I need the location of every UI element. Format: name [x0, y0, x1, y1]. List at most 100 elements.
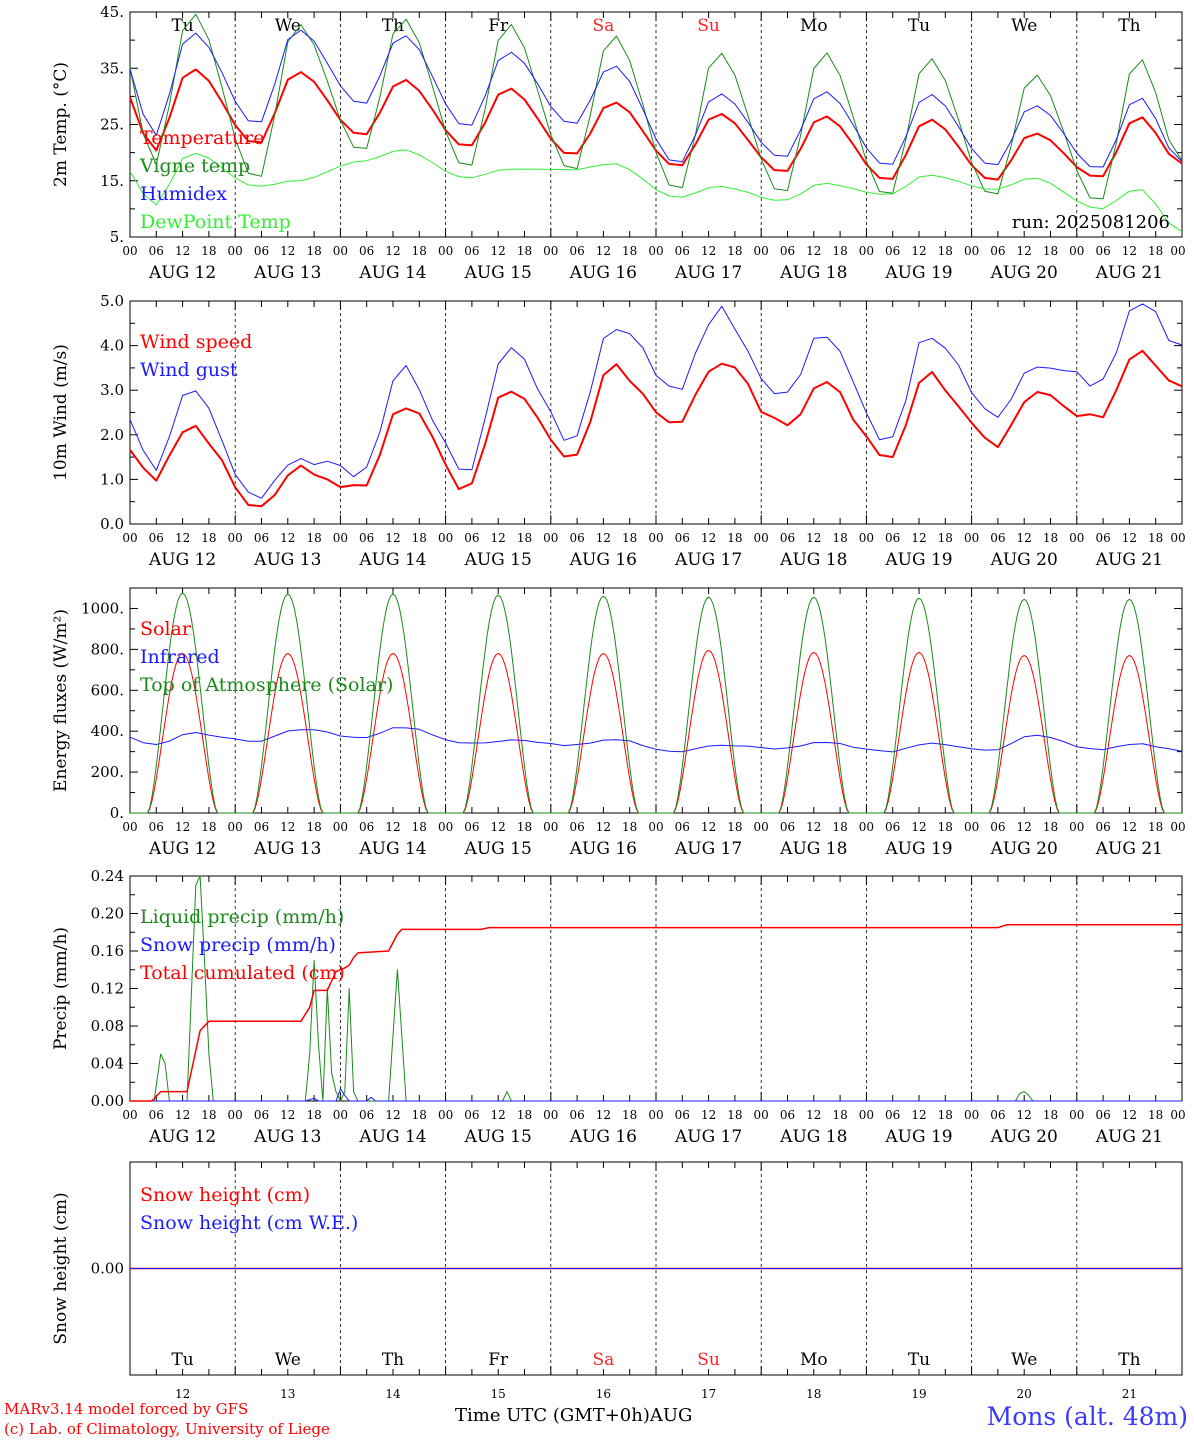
y-tick-label: 35.	[100, 59, 124, 77]
station-name: Mons (alt. 48m)	[986, 1402, 1188, 1431]
day-name: Su	[697, 1350, 720, 1370]
day-name: Sa	[593, 1350, 615, 1370]
hour-label: 18	[1148, 531, 1163, 545]
hour-label: 00	[543, 531, 558, 545]
date-label: AUG 12	[148, 263, 216, 283]
hour-label: 06	[569, 1108, 584, 1122]
y-tick-label: 600.	[91, 681, 124, 699]
day-number: 14	[385, 1387, 401, 1401]
y-tick-label: 200.	[91, 763, 124, 781]
day-number: 20	[1017, 1387, 1032, 1401]
panel-snow-height: 0.00 Snow height (cm) Tu We Th Fr Sa Su Mo Tu We Th…	[51, 1161, 1183, 1401]
hour-label: 18	[517, 244, 532, 258]
hour-label: 18	[517, 1108, 532, 1122]
hour-label: 18	[517, 531, 532, 545]
hour-label: 00	[1170, 820, 1185, 834]
date-label: AUG 14	[358, 839, 426, 859]
hour-label: 00	[228, 820, 243, 834]
date-label: AUG 19	[884, 1127, 952, 1147]
hour-label: 00	[1170, 1108, 1185, 1122]
hour-label: 00	[648, 1108, 663, 1122]
hour-label: 12	[911, 1108, 926, 1122]
date-label: AUG 15	[464, 263, 532, 283]
legend-entry: Infrared	[140, 646, 220, 668]
y-tick-label: 45.	[100, 3, 124, 21]
hour-label: 00	[1069, 244, 1084, 258]
hour-label: 00	[122, 820, 137, 834]
day-name: Tu	[171, 16, 193, 36]
hour-label: 06	[464, 820, 479, 834]
day-name: We	[1011, 1350, 1037, 1370]
hour-label: 00	[964, 244, 979, 258]
y-tick-label: 400.	[91, 722, 124, 740]
hour-label: 00	[333, 244, 348, 258]
y-tick-label: 0.16	[91, 942, 124, 960]
hour-label: 18	[201, 1108, 216, 1122]
hour-label: 00	[438, 820, 453, 834]
hour-label: 18	[201, 531, 216, 545]
y-tick-label: 0.12	[91, 980, 124, 998]
hour-label: 06	[1095, 531, 1110, 545]
hour-label: 06	[254, 1108, 269, 1122]
hour-label: 06	[149, 244, 164, 258]
date-label: AUG 19	[884, 263, 952, 283]
hour-label: 00	[859, 531, 874, 545]
hour-label: 18	[727, 244, 742, 258]
day-number: 18	[806, 1387, 821, 1401]
hour-label: 12	[911, 531, 926, 545]
day-name: Su	[697, 16, 720, 36]
lab-credit: (c) Lab. of Climatology, University of L…	[4, 1420, 330, 1438]
hour-label: 00	[543, 244, 558, 258]
hour-label: 00	[543, 1108, 558, 1122]
hour-label: 00	[859, 820, 874, 834]
y-axis-label: Energy fluxes (W/m²)	[51, 609, 71, 792]
hour-label: 00	[1069, 1108, 1084, 1122]
date-label: AUG 12	[148, 1127, 216, 1147]
hour-label: 12	[385, 531, 400, 545]
hour-label: 00	[754, 244, 769, 258]
legend-entry: Snow height (cm)	[140, 1184, 310, 1206]
hour-label: 00	[122, 1108, 137, 1122]
date-label: AUG 20	[990, 839, 1058, 859]
hour-label: 06	[1095, 820, 1110, 834]
day-name: We	[1011, 16, 1037, 36]
y-tick-label: 0.08	[91, 1017, 124, 1035]
day-name: Th	[1118, 1350, 1140, 1370]
hour-label: 00	[964, 1108, 979, 1122]
hour-label: 06	[359, 820, 374, 834]
hour-label: 06	[359, 531, 374, 545]
legend-entry: Top of Atmosphere (Solar)	[140, 674, 393, 696]
date-label: AUG 13	[253, 839, 321, 859]
hour-label: 06	[254, 244, 269, 258]
hour-label: 06	[885, 820, 900, 834]
hour-label: 06	[675, 531, 690, 545]
x-axis-title: Time UTC (GMT+0h)AUG	[455, 1405, 693, 1426]
hour-label: 12	[701, 1108, 716, 1122]
date-label: AUG 17	[674, 839, 742, 859]
day-number: 17	[701, 1387, 716, 1401]
day-number: 21	[1122, 1387, 1137, 1401]
hour-label: 12	[175, 244, 190, 258]
date-label: AUG 15	[464, 839, 532, 859]
date-label: AUG 13	[253, 550, 321, 570]
hour-label: 12	[1122, 820, 1137, 834]
day-name: Mo	[800, 16, 828, 36]
hour-label: 12	[491, 1108, 506, 1122]
y-tick-label: 0.20	[91, 905, 124, 923]
y-tick-label: 25.	[100, 116, 124, 134]
hour-label: 12	[1017, 531, 1032, 545]
hour-label: 18	[1148, 1108, 1163, 1122]
y-tick-label: 0.24	[91, 867, 124, 885]
hour-label: 06	[780, 531, 795, 545]
legend-entry: Wind speed	[140, 331, 252, 353]
hour-label: 00	[438, 244, 453, 258]
hour-label: 06	[569, 244, 584, 258]
hour-label: 18	[1043, 820, 1058, 834]
hour-label: 18	[306, 1108, 321, 1122]
hour-label: 00	[859, 1108, 874, 1122]
hour-label: 00	[648, 531, 663, 545]
hour-label: 06	[990, 820, 1005, 834]
model-credit: MARv3.14 model forced by GFS	[4, 1400, 249, 1418]
hour-label: 06	[990, 244, 1005, 258]
series-line	[129, 29, 1183, 168]
